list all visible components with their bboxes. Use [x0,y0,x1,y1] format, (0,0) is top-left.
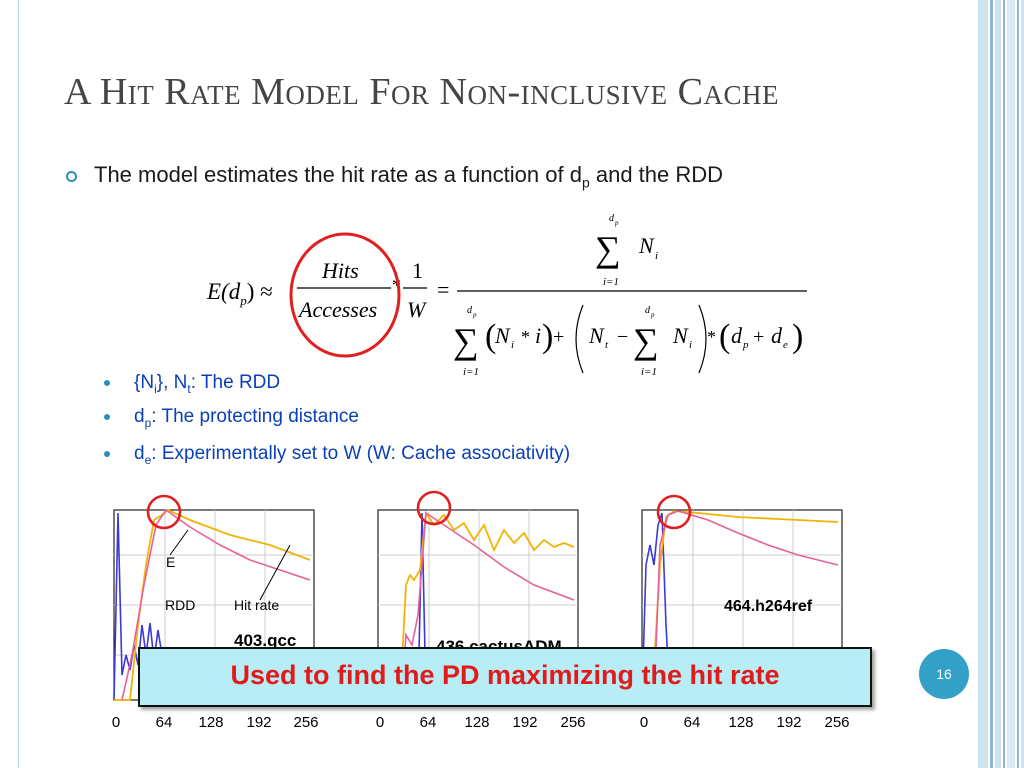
formula-hits: Hits [321,258,359,283]
hit-rate-curve [401,511,575,701]
formula-accesses: Accesses [297,297,377,322]
bullet-ring-icon [66,171,77,182]
svg-text:d: d [731,323,743,348]
callout-box: Used to find the PD maximizing the hit r… [138,647,872,707]
rdd-label: RDD [165,597,196,613]
svg-text:+: + [553,326,564,348]
bullet-dot-icon [104,451,110,457]
svg-text:): ) [542,318,553,355]
hit-rate-curve [653,510,839,701]
benchmark-label: 403.gcc [234,631,297,650]
svg-text:i: i [655,250,658,262]
svg-text:∑: ∑ [633,321,659,361]
svg-text:): ) [792,318,803,355]
e-curve [651,510,839,701]
benchmark-label: 464.h264ref [724,598,813,615]
svg-text:(: ( [485,318,496,355]
svg-text:d: d [645,305,651,316]
left-border-rule [18,0,19,768]
svg-text:d: d [467,305,473,316]
svg-text:*: * [392,275,401,295]
svg-text:N: N [494,323,511,348]
svg-text:∑: ∑ [453,321,479,361]
svg-text:i=1: i=1 [603,276,619,288]
hit-rate-formula: E(dp) ≈ Hits Accesses * 1 W = d p ∑ N i … [206,213,807,378]
svg-text:i: i [689,339,692,351]
svg-text:*: * [707,327,716,347]
rdd-curve [641,512,671,701]
svg-text:p: p [650,311,655,319]
callout-text: Used to find the PD maximizing the hit r… [230,660,780,690]
svg-text:N: N [588,323,605,348]
page-number-badge: 16 [919,649,969,699]
rdd-curve [113,512,165,701]
main-bullet-text: The model estimates the hit rate as a fu… [94,162,724,191]
svg-text:(: ( [719,318,730,355]
hits-accesses-circle [289,232,401,358]
svg-text:+: + [753,326,764,348]
svg-text:d: d [771,323,783,348]
formula-one: 1 [412,258,423,283]
svg-text:N: N [638,233,655,258]
svg-text:=: = [437,277,449,302]
svg-text:∑: ∑ [595,229,621,269]
slide-title: A Hit Rate Model For Non-inclusive Cache [64,71,779,113]
e-curve [399,510,575,701]
svg-text:p: p [742,339,749,351]
svg-text:N: N [672,323,689,348]
peak-circle [656,494,692,530]
svg-text:i=1: i=1 [463,366,479,378]
peak-circle [416,490,452,526]
svg-text:e: e [783,339,788,351]
decorative-side-stripes [978,0,1024,768]
svg-text:i: i [535,323,541,348]
formula-lhs: E(dp) ≈ [206,279,273,308]
peak-circle [146,494,182,530]
svg-text:d: d [609,213,615,224]
bullet-dot-icon [104,414,110,420]
svg-text:p: p [614,219,619,227]
e-label: E [166,554,176,570]
formula-w: W [407,297,427,322]
svg-text:i=1: i=1 [641,366,657,378]
bullet-dot-icon [104,380,110,386]
svg-text:i: i [511,339,514,351]
svg-text:−: − [617,326,628,348]
svg-text:t: t [605,339,609,351]
svg-text:*: * [521,327,530,347]
svg-text:p: p [472,311,477,319]
hit-rate-label: Hit rate [234,597,280,613]
